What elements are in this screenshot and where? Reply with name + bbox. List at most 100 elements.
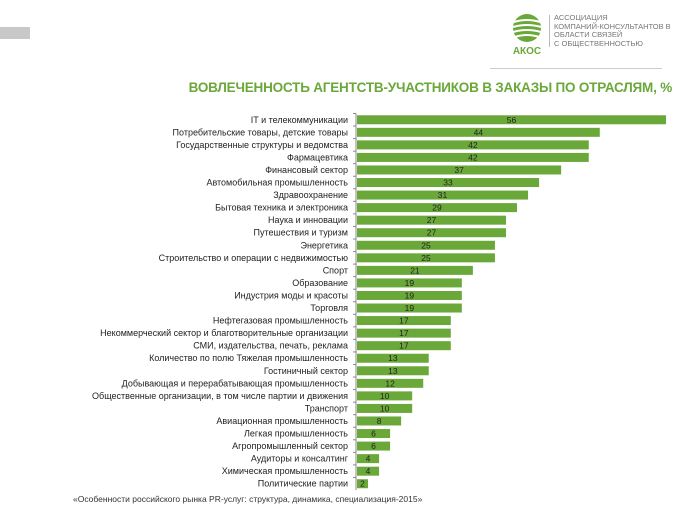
category-label: Индустрия моды и красоты	[234, 290, 348, 300]
category-label: Добывающая и перерабатывающая промышленн…	[122, 378, 349, 388]
category-label: Гостиничный сектор	[264, 366, 348, 376]
data-label: 19	[405, 303, 415, 313]
category-label: Фармацевтика	[287, 152, 348, 162]
data-label: 31	[438, 190, 448, 200]
category-label: Общественные организации, в том числе па…	[92, 391, 348, 401]
data-label: 25	[421, 253, 431, 263]
category-label: Агропромышленный сектор	[232, 441, 348, 451]
category-label: Государственные структуры и ведомства	[176, 140, 348, 150]
bar	[357, 416, 402, 426]
category-label: Финансовый сектор	[265, 165, 348, 175]
data-label: 2	[360, 479, 365, 489]
bar	[357, 454, 380, 464]
category-label: IT и телекоммуникации	[251, 115, 348, 125]
logo-line: КОМПАНИЙ-КОНСУЛЬТАНТОВ В	[554, 21, 671, 31]
akos-logo-icon: АКОС	[512, 14, 542, 56]
data-label: 33	[443, 178, 453, 188]
data-label: 13	[388, 353, 398, 363]
bar	[357, 466, 380, 476]
logo-line: АССОЦИАЦИЯ	[554, 13, 608, 22]
association-name: АССОЦИАЦИЯ КОМПАНИЙ-КОНСУЛЬТАНТОВ В ОБЛА…	[554, 13, 671, 48]
data-label: 4	[366, 466, 371, 476]
data-label: 17	[399, 328, 409, 338]
bar	[357, 215, 506, 225]
chart-title: ВОВЛЕЧЕННОСТЬ АГЕНТСТВ-УЧАСТНИКОВ В ЗАКА…	[188, 80, 673, 95]
category-label: СМИ, издательства, печать, реклама	[193, 341, 348, 351]
bar	[357, 278, 462, 288]
data-label: 19	[405, 278, 415, 288]
category-label: Авиационная промышленность	[216, 416, 348, 426]
data-label: 17	[399, 316, 409, 326]
data-label: 37	[454, 165, 464, 175]
category-label: Энергетика	[300, 240, 348, 250]
data-label: 21	[410, 265, 420, 275]
category-label: Транспорт	[305, 403, 348, 413]
bar	[357, 391, 413, 401]
bar	[357, 228, 506, 238]
bar	[357, 341, 451, 351]
bar	[357, 152, 589, 162]
bar	[357, 366, 429, 376]
data-label: 8	[377, 416, 382, 426]
bar	[357, 190, 529, 200]
bar	[357, 115, 666, 125]
category-label: Путешествия и туризм	[253, 228, 348, 238]
bar	[357, 429, 391, 439]
bar	[357, 328, 451, 338]
bar	[357, 316, 451, 326]
data-label: 6	[371, 441, 376, 451]
data-label: 27	[427, 228, 437, 238]
category-label: Политические партии	[258, 479, 348, 489]
bar	[357, 140, 589, 150]
category-label: Нефтегазовая промышленность	[213, 316, 348, 326]
data-label: 19	[405, 290, 415, 300]
logo-name: АКОС	[513, 46, 541, 56]
category-label: Легкая промышленность	[244, 429, 348, 439]
category-label: Наука и инновации	[268, 215, 348, 225]
bar	[357, 441, 391, 451]
data-label: 17	[399, 341, 409, 351]
category-label: Потребительские товары, детские товары	[173, 127, 348, 137]
bar	[357, 303, 462, 313]
category-label: Автомобильная промышленность	[206, 178, 348, 188]
data-label: 44	[474, 127, 484, 137]
logo-separator	[549, 15, 550, 47]
source-note: «Особенности российского рынка PR-услуг:…	[73, 494, 423, 504]
bar	[357, 479, 369, 489]
category-label: Образование	[292, 278, 348, 288]
data-label: 6	[371, 429, 376, 439]
bar	[357, 265, 473, 275]
header-divider	[490, 68, 662, 69]
data-label: 25	[421, 240, 431, 250]
data-label: 27	[427, 215, 437, 225]
data-label: 29	[432, 203, 442, 213]
bar	[357, 165, 562, 175]
bar	[357, 378, 424, 388]
category-label: Строительство и операции с недвижимостью	[159, 253, 349, 263]
bar	[357, 127, 600, 137]
category-label: Бытовая техника и электроника	[215, 203, 348, 213]
bar	[357, 240, 495, 250]
data-label: 4	[366, 454, 371, 464]
data-label: 42	[468, 140, 478, 150]
decorative-gray-bar	[0, 27, 30, 39]
bar	[357, 403, 413, 413]
category-label: Аудиторы и консалтинг	[251, 454, 349, 464]
category-label: Торговля	[310, 303, 348, 313]
data-label: 13	[388, 366, 398, 376]
data-label: 42	[468, 152, 478, 162]
bar	[357, 178, 540, 188]
data-label: 56	[507, 115, 517, 125]
bar	[357, 353, 429, 363]
bar	[357, 203, 518, 213]
data-label: 12	[385, 378, 395, 388]
data-label: 10	[380, 403, 390, 413]
category-label: Химическая промышленность	[222, 466, 349, 476]
data-label: 10	[380, 391, 390, 401]
category-label: Здравоохранение	[273, 190, 348, 200]
logo-line: С ОБЩЕСТВЕННОСТЬЮ	[554, 38, 643, 48]
logo-line: ОБЛАСТИ СВЯЗЕЙ	[554, 30, 623, 39]
category-label: Спорт	[323, 265, 348, 275]
bar	[357, 290, 462, 300]
